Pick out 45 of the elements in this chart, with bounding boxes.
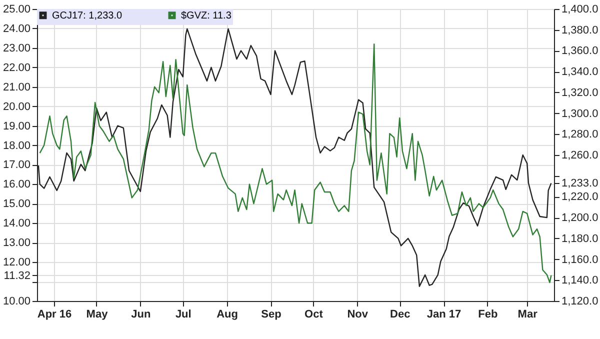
x-tick-label: Jun [131,308,151,320]
y2-tick-label: 1,280.0 [562,128,598,141]
y2-tick-label: 1,300.0 [562,108,598,120]
y-tick-label: 25.00 [2,4,30,16]
legend-label: GCJ17: 1,233.0 [52,10,122,22]
y-tick-label: 14.00 [2,218,30,230]
y2-tick-label: 1,320.0 [562,86,598,99]
y-tick-label: 10.00 [2,296,30,308]
y2-tick-label: 1,233.0 [562,178,598,190]
y2-tick-label: 1,380.0 [562,24,598,36]
y-tick-label: 13.00 [2,237,30,250]
y2-tick-label: 1,260.0 [562,150,598,162]
y2-tick-label: 1,120.0 [562,296,598,308]
x-tick-label: Mar [518,308,538,320]
y-tick-label: 11.32 [4,270,30,282]
legend-label: $GVZ: 11.3 [181,10,232,22]
y-tick-label: 18.00 [2,140,30,152]
x-tick-label: Dec [390,308,410,320]
x-tick-label: Sep [261,308,282,320]
y2-tick-label: 1,180.0 [562,232,598,245]
y-tick-label: 23.00 [2,42,30,54]
y2-tick-label: 1,220.0 [562,191,598,204]
x-tick-label: Aug [216,308,238,320]
y-tick-label: 16.00 [2,178,30,191]
x-tick-label: May [86,308,109,320]
x-tick-label: Jul [175,308,192,320]
y2-tick-label: 1,360.0 [562,45,598,58]
x-tick-label: Apr 16 [37,308,72,320]
y-tick-label: 19.00 [2,120,30,132]
y-tick-label: 21.00 [2,81,30,94]
y2-tick-label: 1,400.0 [562,4,598,16]
x-tick-label: Jan 17 [426,308,462,320]
y2-tick-label: 1,200.0 [562,212,598,224]
x-tick-label: Nov [347,308,369,320]
y-tick-label: 20.00 [2,100,30,113]
x-tick-label: Oct [304,308,324,320]
x-tick-label: Feb [478,308,498,320]
y-tick-label: 22.00 [2,62,30,74]
y-tick-label: 15.00 [2,198,30,210]
y2-tick-label: 1,140.0 [562,274,598,287]
y2-tick-label: 1,340.0 [562,66,598,78]
y-tick-label: 24.00 [2,22,30,35]
y-tick-label: 12.00 [2,256,30,269]
y-tick-label: 17.00 [2,159,30,172]
y2-tick-label: 1,160.0 [562,254,598,266]
